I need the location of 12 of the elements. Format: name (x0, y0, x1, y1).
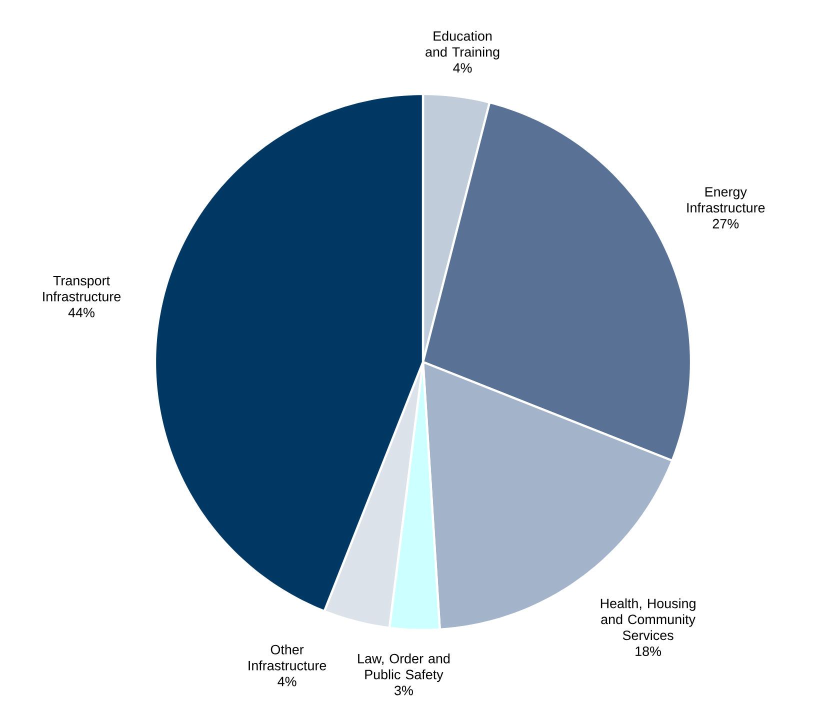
data-label: 44% (68, 308, 94, 318)
data-label: 4% (278, 676, 296, 686)
data-label: 27% (712, 218, 739, 228)
slice-label: Education and Training (426, 30, 500, 60)
data-label: 3% (394, 686, 413, 696)
slice-label: Law, Order and Public Safety (358, 653, 450, 682)
slice-label: Health, Housing and Community Services (600, 598, 696, 640)
slice-label: Energy Infrastructure (687, 187, 765, 213)
slice-label: Other Infrastructure (248, 644, 326, 670)
slice-label: Transport Infrastructure (43, 276, 121, 302)
data-label: 18% (636, 646, 662, 656)
data-label: 4% (453, 63, 472, 73)
